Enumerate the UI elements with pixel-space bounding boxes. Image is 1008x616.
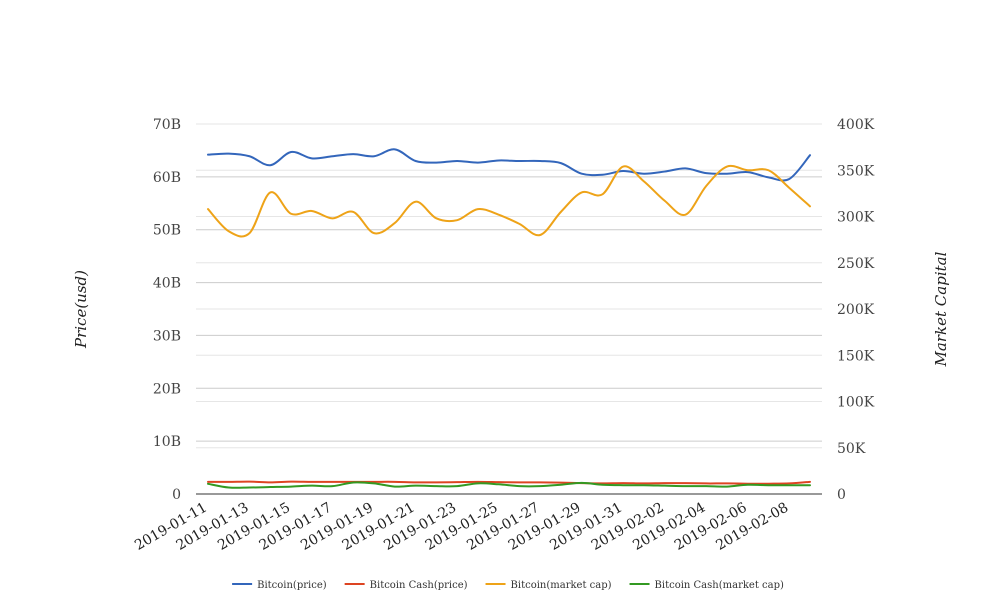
series-line-bitcoin-market-cap bbox=[207, 164, 811, 238]
y-right-tick-label: 200K bbox=[837, 302, 875, 318]
series-lines bbox=[207, 148, 811, 489]
y-left-tick-label: 30B bbox=[153, 328, 181, 344]
y-left-tick-label: 50B bbox=[153, 223, 181, 239]
y-right-tick-label: 100K bbox=[837, 395, 875, 411]
y-left-tick-label: 40B bbox=[153, 276, 181, 292]
y-right-tick-label: 300K bbox=[837, 210, 875, 226]
series-line-bitcoin-cash-price bbox=[207, 480, 811, 485]
legend: Bitcoin(price) Bitcoin Cash(price) Bitcoin… bbox=[232, 580, 784, 591]
y-left-axis-title: Price(usd) bbox=[72, 270, 90, 349]
y-left-tick-label: 70B bbox=[153, 117, 181, 133]
y-right-tick-label: 50K bbox=[837, 441, 866, 457]
y-left-tick-label: 10B bbox=[153, 434, 181, 450]
y-right-tick-label: 0 bbox=[837, 487, 846, 503]
legend-label-bitcoin-cash-price[interactable]: Bitcoin Cash(price) bbox=[370, 580, 468, 591]
y-left-tick-label: 20B bbox=[153, 381, 181, 397]
y-left-tick-label: 60B bbox=[153, 170, 181, 186]
y-right-tick-label: 250K bbox=[837, 256, 875, 272]
y-right-tick-label: 150K bbox=[837, 348, 875, 364]
y-right-axis-title: Market Capital bbox=[932, 251, 950, 367]
legend-label-bitcoin-market-cap[interactable]: Bitcoin(market cap) bbox=[511, 580, 612, 591]
legend-label-bitcoin-price[interactable]: Bitcoin(price) bbox=[257, 580, 327, 591]
legend-label-bitcoin-cash-market-cap[interactable]: Bitcoin Cash(market cap) bbox=[655, 580, 784, 591]
y-right-tick-label: 350K bbox=[837, 163, 875, 179]
y-left-tick-label: 0 bbox=[172, 487, 181, 503]
series-line-bitcoin-price bbox=[207, 148, 811, 182]
gridlines bbox=[196, 123, 822, 495]
series-line-bitcoin-cash-market-cap bbox=[207, 481, 811, 489]
y-right-tick-label: 400K bbox=[837, 117, 875, 133]
